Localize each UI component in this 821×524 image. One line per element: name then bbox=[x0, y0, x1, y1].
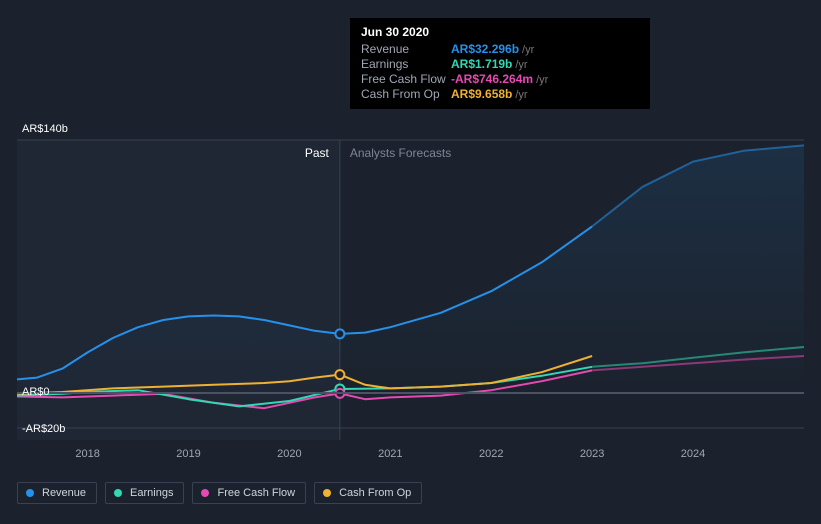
legend-item-label: Revenue bbox=[42, 487, 86, 499]
past-region-label: Past bbox=[305, 146, 329, 160]
tooltip-date: Jun 30 2020 bbox=[361, 25, 639, 39]
tooltip-row-label: Earnings bbox=[361, 57, 451, 71]
x-axis-tick-label: 2023 bbox=[580, 448, 604, 460]
legend-item-label: Cash From Op bbox=[339, 487, 411, 499]
x-axis-tick-label: 2022 bbox=[479, 448, 503, 460]
marker-cash_from_op bbox=[335, 370, 344, 379]
tooltip-row-suffix: /yr bbox=[522, 44, 534, 56]
tooltip-row-value: AR$9.658b bbox=[451, 87, 512, 101]
zero-gridline bbox=[17, 392, 804, 394]
legend-item-free_cash_flow[interactable]: Free Cash Flow bbox=[192, 482, 306, 504]
y-axis-tick-label: -AR$20b bbox=[22, 423, 65, 435]
tooltip-row-value: AR$32.296b bbox=[451, 42, 519, 56]
legend-item-earnings[interactable]: Earnings bbox=[105, 482, 184, 504]
marker-revenue bbox=[335, 329, 344, 338]
y-axis-tick-label: AR$140b bbox=[22, 123, 68, 135]
chart-legend: Revenue Earnings Free Cash Flow Cash From O… bbox=[17, 482, 422, 504]
tooltip-row-label: Revenue bbox=[361, 42, 451, 56]
forecast-region-label: Analysts Forecasts bbox=[350, 146, 451, 160]
tooltip-row-label: Cash From Op bbox=[361, 87, 451, 101]
tooltip-row: Free Cash Flow-AR$746.264m/yr bbox=[361, 72, 639, 86]
x-axis-tick-label: 2024 bbox=[681, 448, 705, 460]
tooltip-row-suffix: /yr bbox=[536, 74, 548, 86]
legend-item-cash_from_op[interactable]: Cash From Op bbox=[314, 482, 422, 504]
x-axis-tick-label: 2021 bbox=[378, 448, 402, 460]
legend-item-label: Earnings bbox=[130, 487, 173, 499]
tooltip-row: Cash From OpAR$9.658b/yr bbox=[361, 87, 639, 101]
legend-dot-icon bbox=[26, 489, 34, 497]
tooltip-row-label: Free Cash Flow bbox=[361, 72, 451, 86]
x-axis-tick-label: 2019 bbox=[176, 448, 200, 460]
financial-chart: { "layout": { "width": 821, "height": 52… bbox=[0, 0, 821, 524]
tooltip-row-suffix: /yr bbox=[515, 89, 527, 101]
x-axis-tick-label: 2018 bbox=[75, 448, 99, 460]
tooltip-row: RevenueAR$32.296b/yr bbox=[361, 42, 639, 56]
tooltip-row-suffix: /yr bbox=[515, 59, 527, 71]
tooltip-row-value: -AR$746.264m bbox=[451, 72, 533, 86]
legend-dot-icon bbox=[323, 489, 331, 497]
legend-item-revenue[interactable]: Revenue bbox=[17, 482, 97, 504]
legend-dot-icon bbox=[201, 489, 209, 497]
hover-tooltip: Jun 30 2020 RevenueAR$32.296b/yrEarnings… bbox=[350, 18, 650, 109]
y-axis-tick-label: AR$0 bbox=[22, 386, 50, 398]
legend-item-label: Free Cash Flow bbox=[217, 487, 295, 499]
x-axis-tick-label: 2020 bbox=[277, 448, 301, 460]
legend-dot-icon bbox=[114, 489, 122, 497]
tooltip-row-value: AR$1.719b bbox=[451, 57, 512, 71]
tooltip-row: EarningsAR$1.719b/yr bbox=[361, 57, 639, 71]
